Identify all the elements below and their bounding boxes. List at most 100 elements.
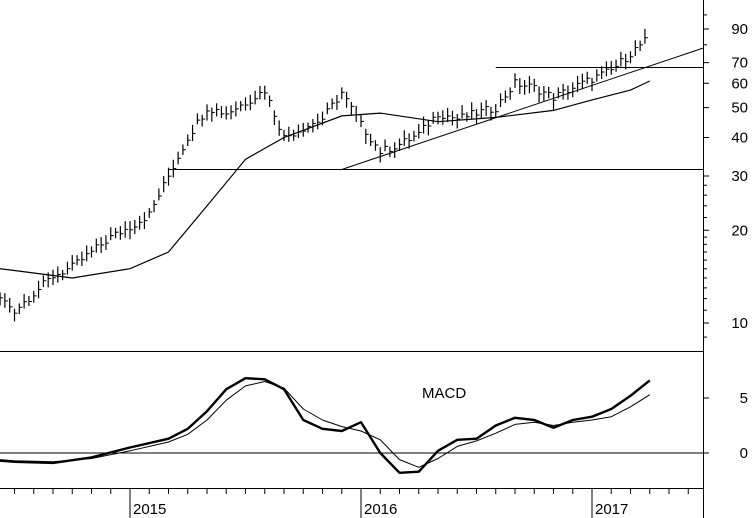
price-y-tick-label: 50	[731, 100, 748, 117]
price-bar	[235, 101, 239, 117]
price-bar	[225, 106, 230, 120]
price-y-tick-label: 20	[731, 222, 748, 239]
price-y-tick-label: 40	[731, 130, 748, 147]
price-bar	[499, 93, 504, 108]
price-bar	[28, 295, 32, 306]
price-bar	[331, 98, 336, 110]
price-bar	[42, 275, 47, 288]
price-bar	[442, 110, 446, 125]
price-bar	[350, 101, 355, 115]
price-bar	[639, 40, 644, 52]
price-bar	[172, 159, 177, 178]
macd-line	[0, 377, 651, 474]
price-bar	[533, 78, 538, 92]
price-bar	[273, 110, 278, 126]
price-bar	[615, 59, 620, 72]
price-bar	[581, 73, 586, 90]
price-bar	[398, 138, 403, 152]
price-bar	[230, 105, 235, 120]
price-bar	[240, 100, 244, 112]
price-bar	[153, 200, 158, 213]
price-bar	[196, 113, 201, 125]
price-bar	[244, 97, 249, 111]
price-bar	[57, 266, 61, 283]
price-bar	[572, 82, 576, 98]
price-bar	[278, 120, 283, 136]
price-bar	[374, 140, 379, 151]
price-bar	[601, 66, 605, 80]
price-bar	[158, 188, 162, 201]
price-bar	[408, 133, 413, 149]
price-bar	[365, 128, 369, 144]
price-panel	[0, 28, 704, 322]
x-year-tick-label: 2016	[364, 501, 397, 518]
price-bar	[119, 226, 124, 240]
price-bar	[283, 129, 287, 142]
price-bar	[485, 100, 490, 116]
price-bar	[206, 104, 210, 121]
macd-y-tick-label: 5	[740, 390, 748, 407]
price-bar	[268, 95, 273, 107]
price-bar	[509, 87, 514, 100]
macd-annotation: MACD	[422, 385, 466, 402]
price-bar	[163, 176, 167, 193]
price-bar	[461, 105, 466, 119]
price-bar	[71, 255, 76, 271]
price-bar	[394, 142, 398, 158]
price-bar	[504, 90, 509, 103]
price-bar	[475, 109, 480, 125]
price-bar	[562, 83, 567, 100]
price-bar	[139, 215, 143, 230]
price-bar	[191, 124, 196, 141]
price-bar	[307, 122, 312, 133]
price-bar	[124, 221, 129, 238]
price-bar	[413, 130, 417, 142]
price-bar	[177, 151, 182, 165]
price-bar	[403, 130, 408, 146]
price-bar	[0, 292, 4, 306]
price-bar	[548, 86, 552, 99]
price-bar	[341, 87, 345, 100]
price-bar	[249, 94, 254, 111]
price-bar	[644, 28, 648, 44]
price-bar	[576, 75, 581, 93]
price-bar	[100, 237, 105, 253]
price-bar	[389, 146, 393, 158]
price-bar	[451, 110, 456, 126]
price-bar	[201, 114, 206, 127]
price-bar	[471, 102, 475, 120]
price-bar	[312, 119, 316, 133]
price-bar	[514, 73, 518, 88]
price-y-tick-label: 70	[731, 55, 748, 72]
price-bar	[4, 293, 8, 308]
x-axis: 2015 2016 2017	[0, 488, 703, 518]
price-bar	[543, 86, 547, 101]
price-bar	[629, 51, 634, 64]
price-bar	[418, 123, 422, 139]
price-y-tick-label: 90	[731, 21, 748, 38]
y-axis: 10 20 30 40 50 60 70 90 0 5	[703, 0, 748, 518]
macd-signal-line	[0, 381, 651, 468]
price-bar	[33, 290, 37, 303]
price-bar	[110, 227, 114, 241]
price-bar	[9, 297, 13, 313]
price-bar	[293, 129, 297, 141]
price-bar	[596, 69, 600, 82]
price-bar	[447, 107, 451, 123]
moving-average-line	[0, 80, 651, 279]
price-bar	[37, 280, 42, 299]
price-bar	[62, 269, 66, 281]
price-bar	[456, 113, 461, 129]
price-bar	[148, 207, 153, 218]
price-bar	[634, 40, 639, 57]
price-bar	[427, 119, 432, 136]
price-bar	[187, 134, 191, 147]
price-bar	[66, 261, 71, 275]
price-bar	[519, 78, 523, 94]
trendline	[341, 47, 704, 170]
price-bar	[495, 103, 499, 118]
price-bar	[370, 133, 374, 147]
price-bar	[360, 114, 364, 128]
macd-y-tick-label: 0	[740, 445, 748, 462]
price-bar	[384, 139, 389, 152]
